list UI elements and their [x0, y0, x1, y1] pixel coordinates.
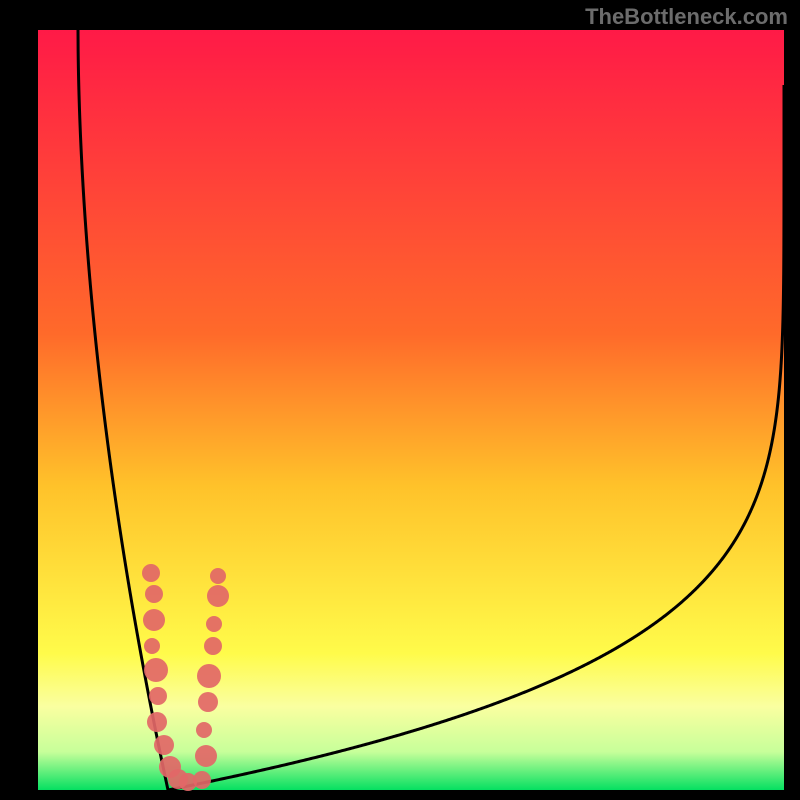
data-point [196, 722, 212, 738]
data-point [149, 687, 167, 705]
data-point [144, 658, 168, 682]
data-point [193, 771, 211, 789]
data-point [154, 735, 174, 755]
data-point [195, 745, 217, 767]
data-point [204, 637, 222, 655]
data-point [142, 564, 160, 582]
dot-layer [142, 564, 229, 791]
data-point [145, 585, 163, 603]
bottleneck-curve-path [78, 30, 784, 790]
watermark-text: TheBottleneck.com [585, 4, 788, 30]
data-point [198, 692, 218, 712]
data-point [210, 568, 226, 584]
data-point [144, 638, 160, 654]
data-point [143, 609, 165, 631]
data-point [207, 585, 229, 607]
chart-area [38, 30, 784, 790]
data-point [206, 616, 222, 632]
data-point [147, 712, 167, 732]
bottleneck-curve-svg [38, 30, 784, 790]
data-point [197, 664, 221, 688]
